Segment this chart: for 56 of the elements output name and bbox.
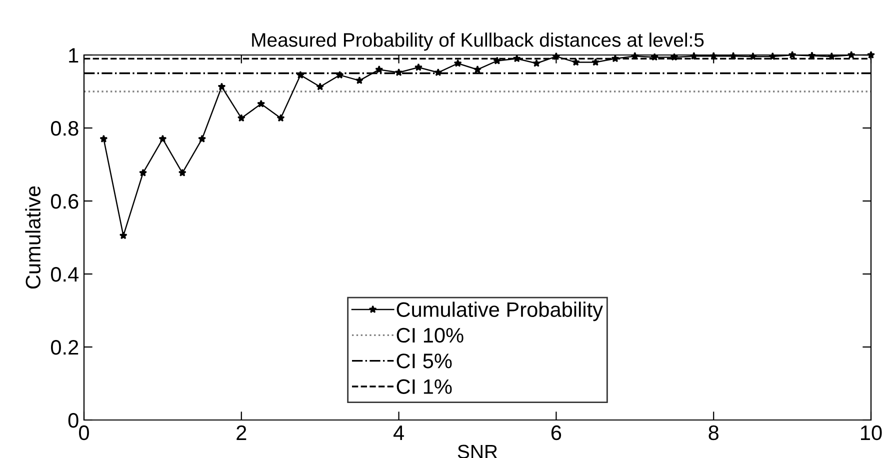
- point: [316, 82, 324, 90]
- point: [296, 70, 304, 79]
- point: [847, 50, 856, 59]
- point: [867, 50, 875, 59]
- point: [414, 63, 422, 71]
- y-tick-label: 0.2: [50, 340, 78, 355]
- y-tick-label: 0.4: [50, 267, 79, 282]
- point: [670, 53, 678, 61]
- point: [592, 58, 600, 66]
- point: [768, 52, 777, 60]
- point: [788, 50, 796, 59]
- point: [552, 52, 560, 60]
- point: [710, 52, 718, 60]
- point: [218, 82, 226, 90]
- chart-title: Measured Probability of Kullback distances at level:5: [252, 32, 704, 51]
- point: [158, 134, 167, 142]
- y-axis-title: Cumulative: [25, 186, 41, 289]
- point: [394, 68, 403, 76]
- x-tick-label: 10: [861, 425, 882, 440]
- point: [178, 168, 186, 176]
- x-tick-label: 4: [393, 426, 404, 440]
- point: [434, 68, 442, 76]
- point: [493, 56, 502, 64]
- point: [454, 59, 462, 67]
- point: [748, 52, 757, 60]
- x-tick-label: 0: [79, 425, 89, 440]
- legend-label: Cumulative Probability: [396, 302, 603, 322]
- point: [375, 65, 384, 74]
- legend-label: CI 5%: [396, 354, 452, 368]
- point: [100, 134, 108, 142]
- y-tick-label: 1: [69, 48, 78, 63]
- point: [650, 53, 659, 61]
- point: [198, 134, 206, 142]
- point: [572, 58, 580, 66]
- y-tick-label: 0: [68, 413, 78, 428]
- point: [532, 59, 541, 67]
- x-tick-label: 2: [236, 425, 246, 440]
- point: [828, 52, 836, 60]
- y-tick-label: 0.6: [50, 194, 78, 209]
- legend-label: CI 10%: [396, 328, 464, 343]
- point: [630, 52, 639, 60]
- point: [276, 114, 285, 122]
- legend-label: CI 1%: [396, 379, 452, 394]
- x-tick-label: 6: [551, 425, 562, 440]
- point: [808, 52, 816, 60]
- point: [119, 232, 128, 240]
- point: [729, 52, 738, 60]
- point: [355, 76, 364, 84]
- y-tick-label: 0.8: [50, 121, 78, 136]
- x-tick-label: 8: [708, 425, 718, 440]
- point: [237, 114, 246, 122]
- point: [474, 65, 482, 74]
- point: [690, 52, 698, 60]
- point: [139, 168, 148, 176]
- point: [336, 70, 344, 79]
- point: [257, 100, 266, 108]
